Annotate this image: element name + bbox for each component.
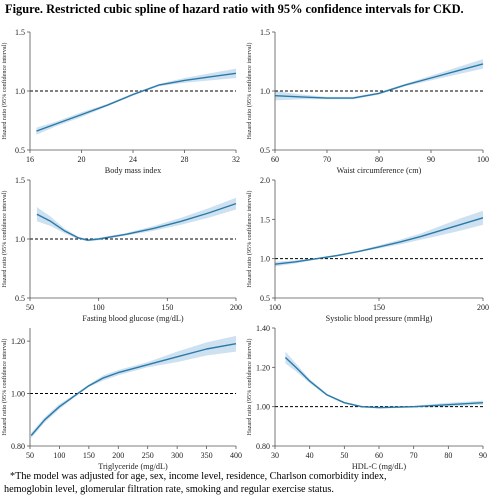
y-tick-label: 1.00: [11, 390, 25, 399]
footnote-line-1: *The model was adjusted for age, sex, in…: [10, 471, 387, 482]
x-tick-label: 70: [410, 451, 418, 460]
x-tick-label: 200: [112, 451, 124, 460]
x-tick-label: 250: [142, 451, 154, 460]
x-tick-label: 90: [427, 155, 435, 164]
x-tick-label: 30: [271, 451, 279, 460]
figure-footnote: *The model was adjusted for age, sex, in…: [4, 470, 498, 496]
y-tick-label: 1.5: [15, 176, 25, 185]
hazard-ratio-line: [284, 356, 484, 409]
y-axis-label: Hazard ratio (95% confidence interval): [246, 43, 253, 140]
x-axis-label: Fasting blood glucose (mg/dL): [82, 314, 183, 323]
y-tick-label: 0.5: [15, 146, 25, 155]
hazard-ratio-line: [30, 343, 237, 436]
x-axis-label: Triglyceride (mg/dL): [98, 462, 168, 471]
y-tick-label: 0.80: [256, 442, 270, 451]
y-tick-label: 0.5: [260, 146, 270, 155]
y-tick-label: 1.5: [260, 28, 270, 37]
confidence-band: [31, 335, 237, 439]
x-axis-label: Systolic blood pressure (mmHg): [326, 314, 433, 323]
x-tick-label: 100: [477, 155, 489, 164]
x-tick-label: 150: [161, 303, 173, 312]
chart-panel-4: 100 150 200 0.5 1.0 1.5 2.0 Systolic blood pres…: [246, 176, 489, 323]
y-tick-label: 1.5: [260, 215, 270, 224]
x-tick-label: 50: [340, 451, 348, 460]
y-tick-label: 1.0: [260, 255, 270, 264]
chart-panel-1: 16 20 24 28 32 0.5 1.0 1.5 Body mass index Hazard…: [1, 28, 240, 175]
hazard-ratio-line: [274, 63, 484, 99]
hazard-ratio-line: [36, 202, 237, 241]
y-axis-label: Hazard ratio (95% confidence interval): [1, 43, 8, 140]
confidence-band: [36, 68, 237, 135]
x-tick-label: 350: [201, 451, 213, 460]
y-tick-label: 0.80: [11, 442, 25, 451]
x-tick-label: 100: [269, 303, 281, 312]
y-tick-label: 1.00: [256, 403, 270, 412]
y-tick-label: 2.0: [260, 176, 270, 185]
x-tick-label: 16: [26, 155, 34, 164]
x-tick-label: 150: [373, 303, 385, 312]
x-tick-label: 20: [78, 155, 86, 164]
x-tick-label: 200: [230, 303, 242, 312]
x-tick-label: 150: [83, 451, 95, 460]
y-tick-label: 1.0: [15, 235, 25, 244]
confidence-band: [275, 59, 483, 101]
confidence-band: [275, 210, 483, 267]
y-tick-label: 1.20: [256, 363, 270, 372]
footnote-line-2: hemoglobin level, glomerular filtration …: [4, 484, 334, 495]
y-tick-label: 1.40: [256, 324, 270, 333]
y-tick-label: 1.20: [11, 337, 25, 346]
x-axis-label: HDL-C (mg/dL): [352, 462, 407, 471]
x-tick-label: 100: [53, 451, 65, 460]
hazard-ratio-line: [274, 217, 484, 265]
chart-panel-3: 50 100 150 200 0.5 1.0 1.5 Fasting blood glucos…: [1, 176, 242, 323]
hazard-ratio-line: [36, 72, 237, 132]
chart-panel-6: 30 40 50 60 70 80 90 0.80 1.00 1.20 1.40 HDL-C (mg/…: [246, 324, 487, 471]
x-tick-label: 200: [477, 303, 489, 312]
x-tick-label: 40: [306, 451, 314, 460]
x-axis-label: Waist circumference (cm): [337, 166, 422, 175]
figure-title: Figure. Restricted cubic spline of hazar…: [5, 2, 464, 16]
y-tick-label: 0.5: [15, 294, 25, 303]
x-tick-label: 100: [93, 303, 105, 312]
confidence-band: [285, 351, 483, 409]
chart-panel-5: 50 100 150 200 250 300 350 400 0.80 1.00 1.20 Trigl…: [1, 328, 242, 471]
y-tick-label: 0.5: [260, 294, 270, 303]
x-tick-label: 50: [26, 303, 34, 312]
y-tick-label: 1.0: [15, 87, 25, 96]
y-axis-label: Hazard ratio (95% confidence interval): [1, 191, 8, 288]
x-tick-label: 50: [26, 451, 34, 460]
y-axis-label: Hazard ratio (95% confidence interval): [246, 191, 253, 288]
x-tick-label: 24: [129, 155, 137, 164]
confidence-band: [36, 197, 237, 242]
x-tick-label: 300: [171, 451, 183, 460]
x-axis-label: Body mass index: [105, 166, 161, 175]
x-tick-label: 80: [444, 451, 452, 460]
x-tick-label: 32: [232, 155, 240, 164]
x-tick-label: 70: [323, 155, 331, 164]
x-tick-label: 60: [271, 155, 279, 164]
y-axis-label: Hazard ratio (95% confidence interval): [1, 339, 8, 436]
y-axis-label: Hazard ratio (95% confidence interval): [246, 339, 253, 436]
x-tick-label: 80: [375, 155, 383, 164]
x-tick-label: 400: [230, 451, 242, 460]
x-tick-label: 60: [375, 451, 383, 460]
y-tick-label: 1.5: [15, 28, 25, 37]
x-tick-label: 90: [479, 451, 487, 460]
y-tick-label: 1.0: [260, 87, 270, 96]
chart-panel-2: 60 70 80 90 100 0.5 1.0 1.5 Waist circumference …: [246, 28, 489, 175]
x-tick-label: 28: [181, 155, 189, 164]
